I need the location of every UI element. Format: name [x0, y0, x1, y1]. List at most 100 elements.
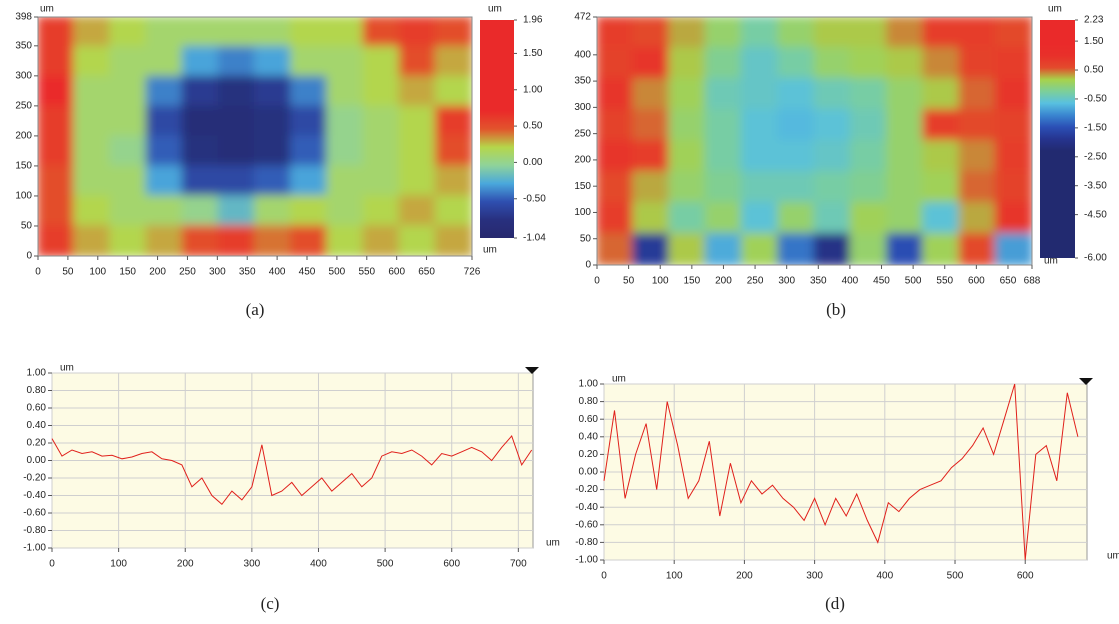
heat-cell	[922, 47, 961, 80]
heat-cell	[994, 140, 1032, 173]
heat-cell	[886, 17, 925, 49]
y-tick-label: -0.80	[575, 537, 598, 548]
x-tick-label: 450	[873, 276, 890, 287]
y-unit: um	[60, 363, 74, 374]
heat-cell	[217, 105, 256, 138]
heatmap	[597, 17, 1032, 265]
x-tick-label: 726	[464, 267, 481, 278]
heat-cell	[290, 165, 329, 198]
y-tick-label: -0.40	[575, 502, 598, 513]
heat-cell	[597, 233, 635, 265]
y-tick-label: -1.00	[575, 555, 598, 566]
heat-cell	[38, 17, 76, 48]
heat-cell	[849, 202, 888, 235]
heat-cell	[145, 75, 184, 108]
heat-cell	[254, 225, 293, 256]
heat-cell	[886, 47, 925, 80]
y-tick-label: 0	[26, 251, 32, 262]
colorbar-tick-label: -4.50	[1084, 209, 1107, 220]
caption: (d)	[825, 594, 845, 613]
x-tick-label: 200	[149, 267, 166, 278]
heat-cell	[290, 105, 329, 138]
heat-cell	[849, 140, 888, 173]
caption: (c)	[261, 594, 280, 613]
heat-cell	[362, 195, 401, 228]
heat-cell	[597, 140, 635, 173]
y-tick-label: -0.80	[23, 525, 46, 536]
heat-cell	[290, 225, 329, 256]
heat-cell	[886, 233, 925, 265]
heat-cell	[290, 195, 329, 228]
colorbar-tick-label: 0.50	[523, 121, 543, 132]
x-unit: um	[483, 245, 497, 256]
y-tick-label: 250	[574, 128, 591, 139]
x-tick-label: 300	[244, 559, 261, 570]
heat-cell	[109, 17, 148, 48]
heat-cell	[886, 140, 925, 173]
heat-cell	[109, 75, 148, 108]
heat-cell	[668, 17, 707, 49]
heat-cell	[994, 109, 1032, 142]
heat-cell	[398, 195, 437, 228]
heat-cell	[109, 165, 148, 198]
heat-cell	[777, 78, 816, 111]
y-tick-label: 150	[15, 161, 32, 172]
heat-cell	[398, 135, 437, 168]
heat-cell	[181, 135, 220, 168]
heat-cell	[668, 171, 707, 204]
y-tick-label: 200	[574, 155, 591, 166]
colorbar-tick-label: 1.00	[523, 84, 543, 95]
colorbar-unit: um	[488, 4, 502, 15]
y-tick-label: 0.80	[579, 396, 599, 407]
heat-cell	[922, 171, 961, 204]
x-tick-label: 100	[110, 559, 127, 570]
heat-cell	[994, 47, 1032, 80]
x-tick-label: 150	[119, 267, 136, 278]
y-tick-label: 50	[580, 233, 592, 244]
heat-cell	[73, 17, 112, 48]
heat-cell	[362, 225, 401, 256]
y-tick-label: 250	[15, 101, 32, 112]
heat-cell	[290, 45, 329, 78]
heat-cell	[632, 171, 671, 204]
heat-cell	[994, 171, 1032, 204]
heatmap-cells	[597, 17, 1032, 265]
heat-cell	[254, 105, 293, 138]
heat-cell	[217, 45, 256, 78]
heat-cell	[668, 109, 707, 142]
heat-cell	[994, 17, 1032, 49]
heat-cell	[741, 78, 780, 111]
y-tick-label: 100	[15, 191, 32, 202]
heat-cell	[632, 140, 671, 173]
heat-cell	[668, 202, 707, 235]
heat-cell	[181, 165, 220, 198]
heat-cell	[290, 75, 329, 108]
plot-frame	[37, 16, 473, 257]
heat-cell	[254, 165, 293, 198]
y-tick-label: -0.40	[23, 490, 46, 501]
heat-cell	[849, 78, 888, 111]
x-tick-label: 0	[35, 267, 41, 278]
heat-cell	[145, 195, 184, 228]
heat-cell	[434, 17, 472, 48]
x-unit: um	[1044, 256, 1058, 267]
heat-cell	[777, 47, 816, 80]
y-tick-label: 0.60	[27, 403, 47, 414]
y-tick-label: 400	[574, 49, 591, 60]
heat-cell	[217, 17, 256, 48]
heat-cell	[704, 78, 743, 111]
colorbar-tick-label: 0.50	[1084, 65, 1104, 76]
heat-cell	[434, 45, 472, 78]
x-tick-label: 0	[594, 276, 600, 287]
heat-cell	[73, 75, 112, 108]
heat-cell	[632, 233, 671, 265]
heat-cell	[290, 17, 329, 48]
heat-cell	[741, 109, 780, 142]
x-tick-label: 700	[510, 559, 527, 570]
y-tick-label: 398	[15, 12, 32, 23]
heat-cell	[181, 75, 220, 108]
heat-cell	[109, 45, 148, 78]
colorbar-unit: um	[1048, 4, 1062, 15]
heat-cell	[38, 195, 76, 228]
